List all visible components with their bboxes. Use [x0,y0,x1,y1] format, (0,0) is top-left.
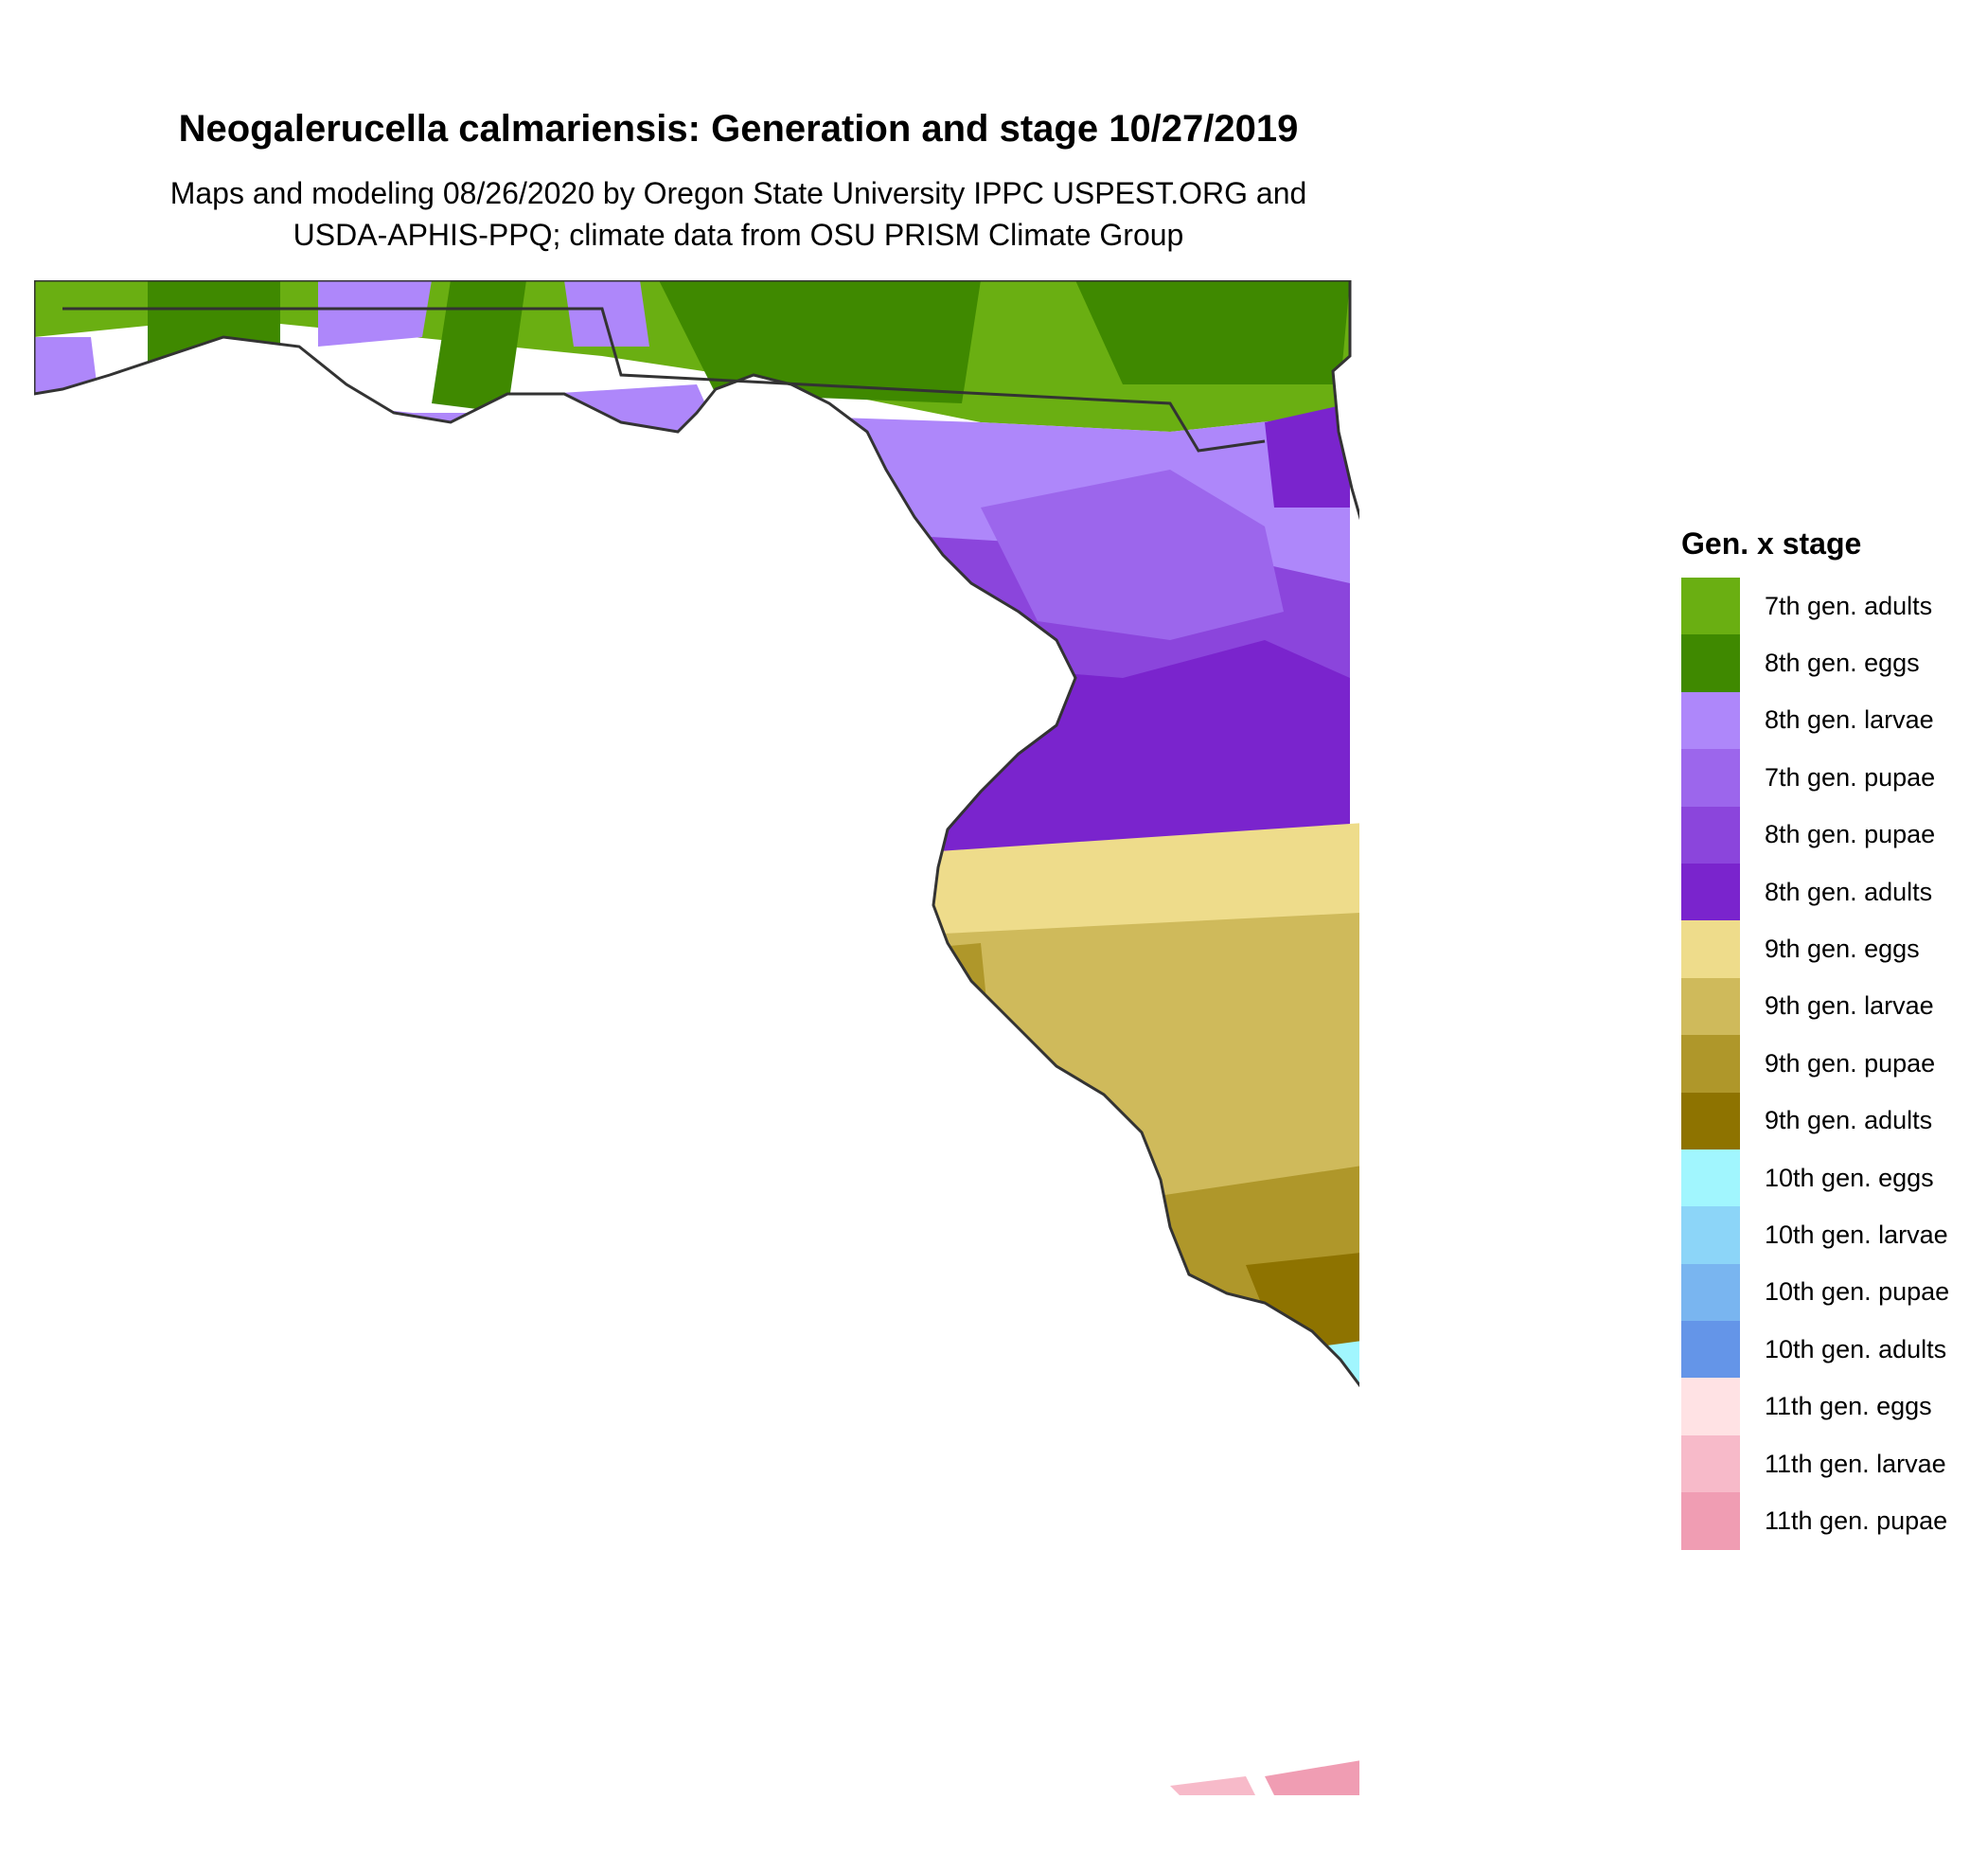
legend-label: 10th gen. adults [1765,1334,1947,1363]
legend-label: 9th gen. larvae [1765,991,1934,1021]
legend-item: 8th gen. larvae [1681,691,1965,750]
state-outline [34,280,1359,1388]
stage-zone [1151,1303,1359,1497]
legend-swatch [1681,1492,1740,1550]
legend-swatch [1681,1149,1740,1207]
florida-stage-map-svg [34,280,1359,1795]
stage-zone [432,280,526,413]
stage-zone [1075,280,1350,384]
stage-zone [659,280,981,403]
stage-zone [1265,403,1350,508]
map-header: Neogalerucella calmariensis: Generation … [0,0,1477,275]
florida-map [34,280,1359,1795]
stage-zone [318,280,432,347]
legend-item: 8th gen. eggs [1681,634,1965,692]
legend-item: 11th gen. pupae [1681,1492,1965,1550]
stage-zone [545,384,735,526]
stage-zone [1208,1379,1359,1497]
stage-zone [564,280,649,347]
stage-zone [148,280,280,365]
stage-zone [981,470,1284,640]
legend-label: 8th gen. larvae [1765,705,1934,735]
legend-swatch [1681,920,1740,978]
stage-zones [34,280,1359,1497]
legend-label: 11th gen. pupae [1765,1506,1948,1535]
legend-item: 10th gen. adults [1681,1321,1965,1379]
map-title: Neogalerucella calmariensis: Generation … [178,108,1299,150]
legend-item: 8th gen. pupae [1681,806,1965,864]
legend-label: 10th gen. pupae [1765,1277,1950,1307]
legend-swatch [1681,749,1740,807]
credits-line-1: Maps and modeling 08/26/2020 by Oregon S… [169,176,1307,210]
keys-island [1170,1776,1255,1795]
stage-zone [1151,1454,1274,1497]
legend-item: 10th gen. larvae [1681,1206,1965,1264]
map-credits: Maps and modeling 08/26/2020 by Oregon S… [0,172,1477,256]
legend-item: 9th gen. pupae [1681,1035,1965,1093]
legend-item: 11th gen. eggs [1681,1378,1965,1435]
legend-swatch [1681,1263,1740,1322]
legend-label: 8th gen. eggs [1765,649,1920,678]
legend-swatch [1681,1321,1740,1379]
legend-item: 8th gen. adults [1681,863,1965,921]
legend-swatch [1681,634,1740,692]
legend-item: 9th gen. adults [1681,1092,1965,1149]
legend-title: Gen. x stage [1681,526,1862,561]
legend-label: 10th gen. eggs [1765,1163,1934,1192]
legend-swatch [1681,977,1740,1036]
state-border-line [62,307,1266,453]
legend-label: 11th gen. eggs [1765,1392,1932,1421]
florida-border [34,280,1359,1388]
legend-label: 9th gen. eggs [1765,935,1920,964]
legend-swatch [1681,1434,1740,1493]
legend-swatch [1681,1378,1740,1435]
legend-swatch [1681,806,1740,864]
legend-label: 8th gen. adults [1765,877,1933,906]
legend-item: 9th gen. eggs [1681,920,1965,978]
legend-swatch [1681,1035,1740,1093]
legend-item: 9th gen. larvae [1681,977,1965,1036]
stage-zone [1322,1454,1359,1497]
legend-item: 11th gen. larvae [1681,1434,1965,1493]
legend-label: 11th gen. larvae [1765,1449,1946,1478]
legend-items: 7th gen. adults 8th gen. eggs 8th gen. l… [1681,578,1965,1550]
legend-item: 10th gen. eggs [1681,1149,1965,1207]
legend-item: 7th gen. pupae [1681,749,1965,807]
legend-label: 7th gen. adults [1765,591,1933,620]
legend-swatch [1681,578,1740,635]
legend-label: 7th gen. pupae [1765,762,1936,792]
legend-swatch [1681,1206,1740,1264]
keys-island [1265,1760,1359,1795]
legend-swatch [1681,1092,1740,1149]
stage-zone [1246,1237,1359,1360]
legend-swatch [1681,863,1740,921]
legend-item: 7th gen. adults [1681,578,1965,635]
legend-label: 8th gen. pupae [1765,820,1936,849]
legend-label: 9th gen. pupae [1765,1048,1936,1078]
legend-item: 10th gen. pupae [1681,1263,1965,1322]
legend-swatch [1681,691,1740,750]
credits-line-2: USDA-APHIS-PPQ; climate data from OSU PR… [293,218,1184,252]
legend-label: 10th gen. larvae [1765,1220,1948,1249]
legend-label: 9th gen. adults [1765,1106,1933,1135]
legend: Gen. x stage 7th gen. adults 8th gen. eg… [1681,523,1965,1550]
